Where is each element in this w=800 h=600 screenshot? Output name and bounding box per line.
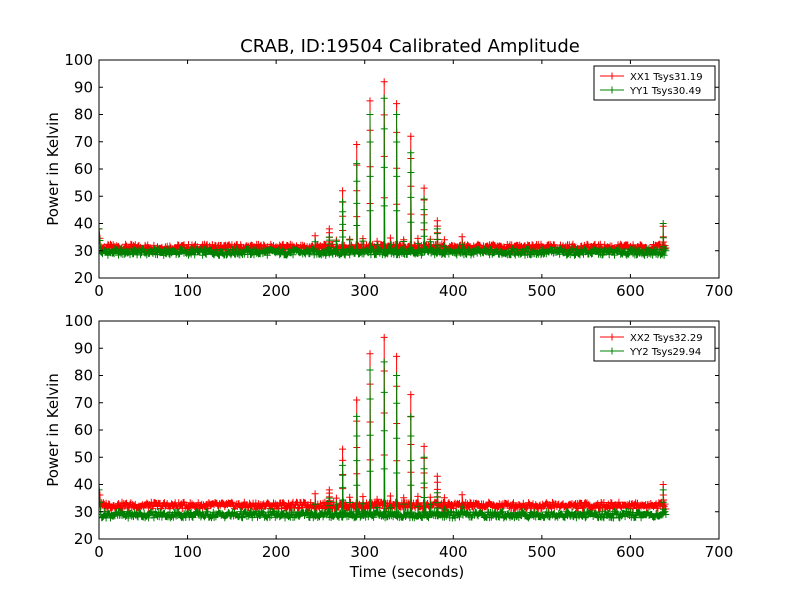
y-axis-label: Power in Kelvin [44, 112, 62, 226]
legend-label: YY1 Tsys30.49 [629, 86, 701, 97]
y-tick-label: 100 [64, 51, 93, 69]
legend-box [593, 326, 716, 362]
series-2-2 [99, 358, 670, 522]
y-tick-label: 30 [74, 242, 93, 260]
legend-marker [608, 347, 616, 355]
x-tick-label: 0 [94, 543, 104, 561]
x-tick-label: 200 [262, 282, 291, 300]
series-2-1 [99, 333, 670, 513]
series-markers [99, 333, 670, 513]
x-tick-label: 400 [439, 543, 468, 561]
series-line [99, 81, 667, 253]
y-tick-label: 90 [74, 78, 93, 96]
x-tick-label: 500 [528, 543, 557, 561]
y-tick-label: 20 [74, 530, 93, 548]
x-tick-label: 700 [705, 543, 734, 561]
series-markers [99, 94, 670, 259]
x-tick-label: 600 [616, 543, 645, 561]
x-axis-label: Time (seconds) [349, 563, 465, 581]
legend-box [593, 65, 716, 101]
y-tick-label: 80 [74, 106, 93, 124]
chart-panel-2: 0 100 200 300 400 500 600 700 20 30 40 50 60 70 80 90 10… [44, 312, 733, 581]
series-line [99, 337, 667, 511]
x-tick-label: 400 [439, 282, 468, 300]
y-tick-label: 70 [74, 133, 93, 151]
x-tick-label: 100 [173, 282, 202, 300]
series-1-1 [99, 78, 670, 255]
y-tick-label: 50 [74, 448, 93, 466]
y-tick-label: 60 [74, 160, 93, 178]
x-tick-label: 700 [705, 282, 734, 300]
y-tick-label: 20 [74, 269, 93, 287]
y-tick-label: 30 [74, 503, 93, 521]
x-tick-label: 300 [350, 282, 379, 300]
y-tick-label: 100 [64, 312, 93, 330]
x-tick-label: 300 [350, 543, 379, 561]
legend-marker [608, 86, 616, 94]
x-tick-label: 100 [173, 543, 202, 561]
x-tick-label: 0 [94, 282, 104, 300]
series-line [99, 361, 667, 520]
series-1-2 [99, 94, 670, 259]
x-tick-label: 600 [616, 282, 645, 300]
legend-label: XX1 Tsys31.19 [630, 72, 703, 83]
x-tick-label: 500 [528, 282, 557, 300]
figure-title: CRAB, ID:19504 Calibrated Amplitude [240, 36, 580, 57]
y-tick-label: 90 [74, 339, 93, 357]
legend-label: XX2 Tsys32.29 [630, 333, 703, 344]
legend-label: YY2 Tsys29.94 [629, 347, 701, 358]
y-tick-label: 40 [74, 215, 93, 233]
legend: XX1 Tsys31.19 YY1 Tsys30.49 [593, 65, 716, 101]
y-tick-label: 60 [74, 421, 93, 439]
legend: XX2 Tsys32.29 YY2 Tsys29.94 [593, 326, 716, 362]
y-tick-label: 40 [74, 476, 93, 494]
legend-marker [608, 333, 616, 341]
series-line [99, 98, 667, 257]
legend-marker [608, 72, 616, 80]
plot-area [99, 333, 670, 522]
plot-area [99, 78, 670, 259]
series-markers [99, 358, 670, 522]
series-markers [99, 78, 670, 255]
y-tick-label: 50 [74, 187, 93, 205]
chart-panel-1: 0 100 200 300 400 500 600 700 20 30 40 50 60 70 80 90 10… [44, 51, 733, 300]
x-tick-label: 200 [262, 543, 291, 561]
y-tick-label: 70 [74, 394, 93, 412]
y-axis-label: Power in Kelvin [44, 373, 62, 487]
y-tick-label: 80 [74, 367, 93, 385]
